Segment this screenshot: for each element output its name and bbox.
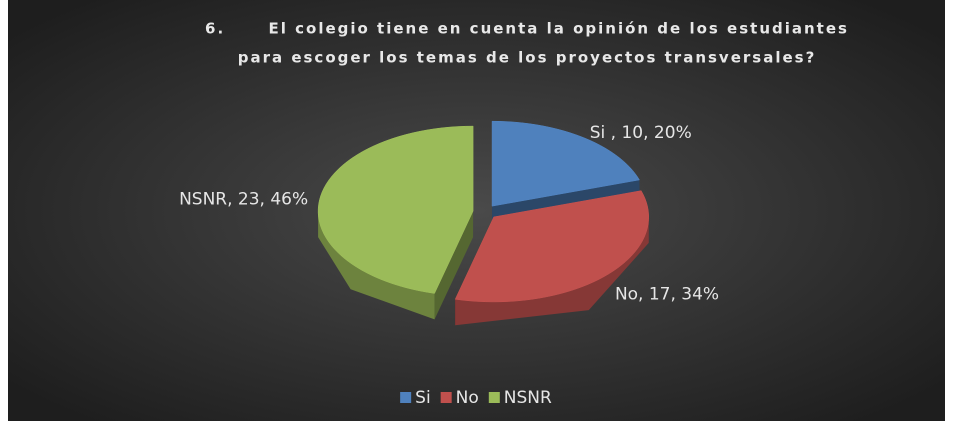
legend-label: NSNR — [504, 388, 552, 408]
legend: Si No NSNR — [400, 388, 552, 408]
legend-swatch — [400, 392, 412, 403]
data-label: Si , 10, 20% — [590, 123, 692, 143]
legend-label: No — [456, 388, 479, 408]
slice-side — [318, 211, 435, 320]
chart-title: 6. El colegio tiene en cuenta la opinión… — [205, 20, 849, 38]
legend-label: Si — [415, 388, 431, 408]
slice — [454, 190, 649, 303]
legend-swatch — [488, 392, 500, 403]
slice — [317, 125, 474, 294]
chart-title: para escoger los temas de los proyectos … — [238, 49, 817, 67]
slice-cut-face — [434, 211, 474, 320]
legend-swatch — [440, 392, 452, 403]
pie: Si , 10, 20% No, 17, 34% NSNR, 23, 46% — [179, 120, 719, 326]
slice-side — [455, 216, 649, 326]
data-label: No, 17, 34% — [615, 285, 719, 305]
slice — [491, 120, 640, 207]
data-label: NSNR, 23, 46% — [179, 190, 308, 210]
chart-background — [8, 0, 945, 421]
